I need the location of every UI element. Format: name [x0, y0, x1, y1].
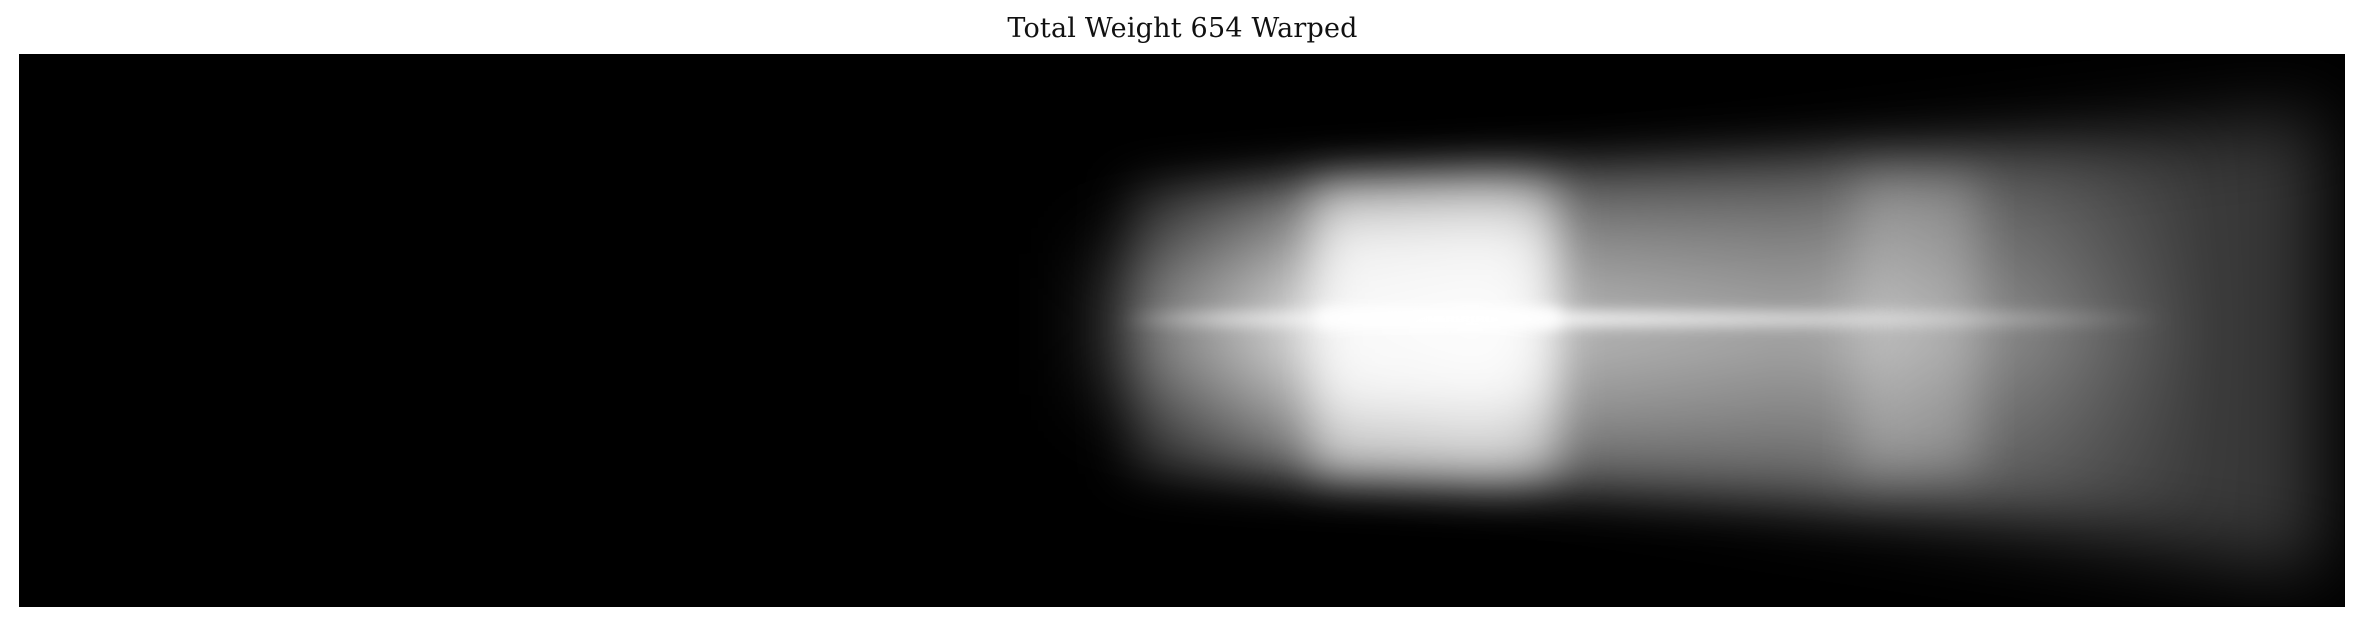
weight-heatmap-image — [20, 55, 2344, 606]
weight-image-panel — [19, 54, 2345, 607]
figure-title: Total Weight 654 Warped — [1007, 13, 1358, 44]
